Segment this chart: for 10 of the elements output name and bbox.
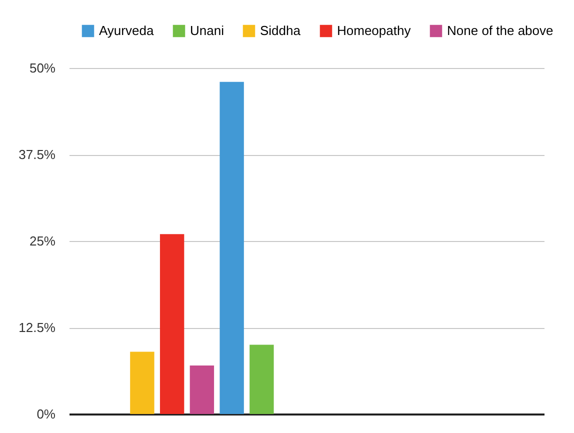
y-tick-label: 0%	[36, 406, 56, 422]
y-tick-label: 50%	[29, 60, 56, 76]
legend-label: Unani	[190, 23, 224, 38]
legend-label: Homeopathy	[337, 23, 412, 38]
y-tick-label: 25%	[29, 234, 56, 248]
legend-label: Ayurveda	[99, 23, 154, 38]
legend-label: None of the above	[447, 23, 554, 38]
y-tick-label: 12.5%	[18, 320, 56, 335]
legend-label: Siddha	[260, 23, 302, 38]
y-tick-label: 37.5%	[18, 147, 56, 162]
